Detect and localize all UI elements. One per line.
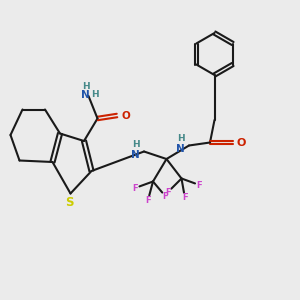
Text: F: F: [145, 196, 151, 205]
Text: O: O: [121, 110, 130, 121]
Text: F: F: [182, 193, 188, 202]
Text: H: H: [82, 82, 89, 91]
Text: F: F: [165, 188, 171, 196]
Text: H: H: [177, 134, 184, 143]
Text: F: F: [132, 184, 138, 193]
Text: O: O: [236, 137, 246, 148]
Text: H: H: [132, 140, 140, 149]
Text: N: N: [176, 143, 185, 154]
Text: H: H: [91, 90, 99, 99]
Text: N: N: [81, 89, 90, 100]
Text: F: F: [197, 181, 203, 190]
Text: F: F: [163, 192, 168, 201]
Text: S: S: [65, 196, 73, 209]
Text: N: N: [131, 149, 140, 160]
